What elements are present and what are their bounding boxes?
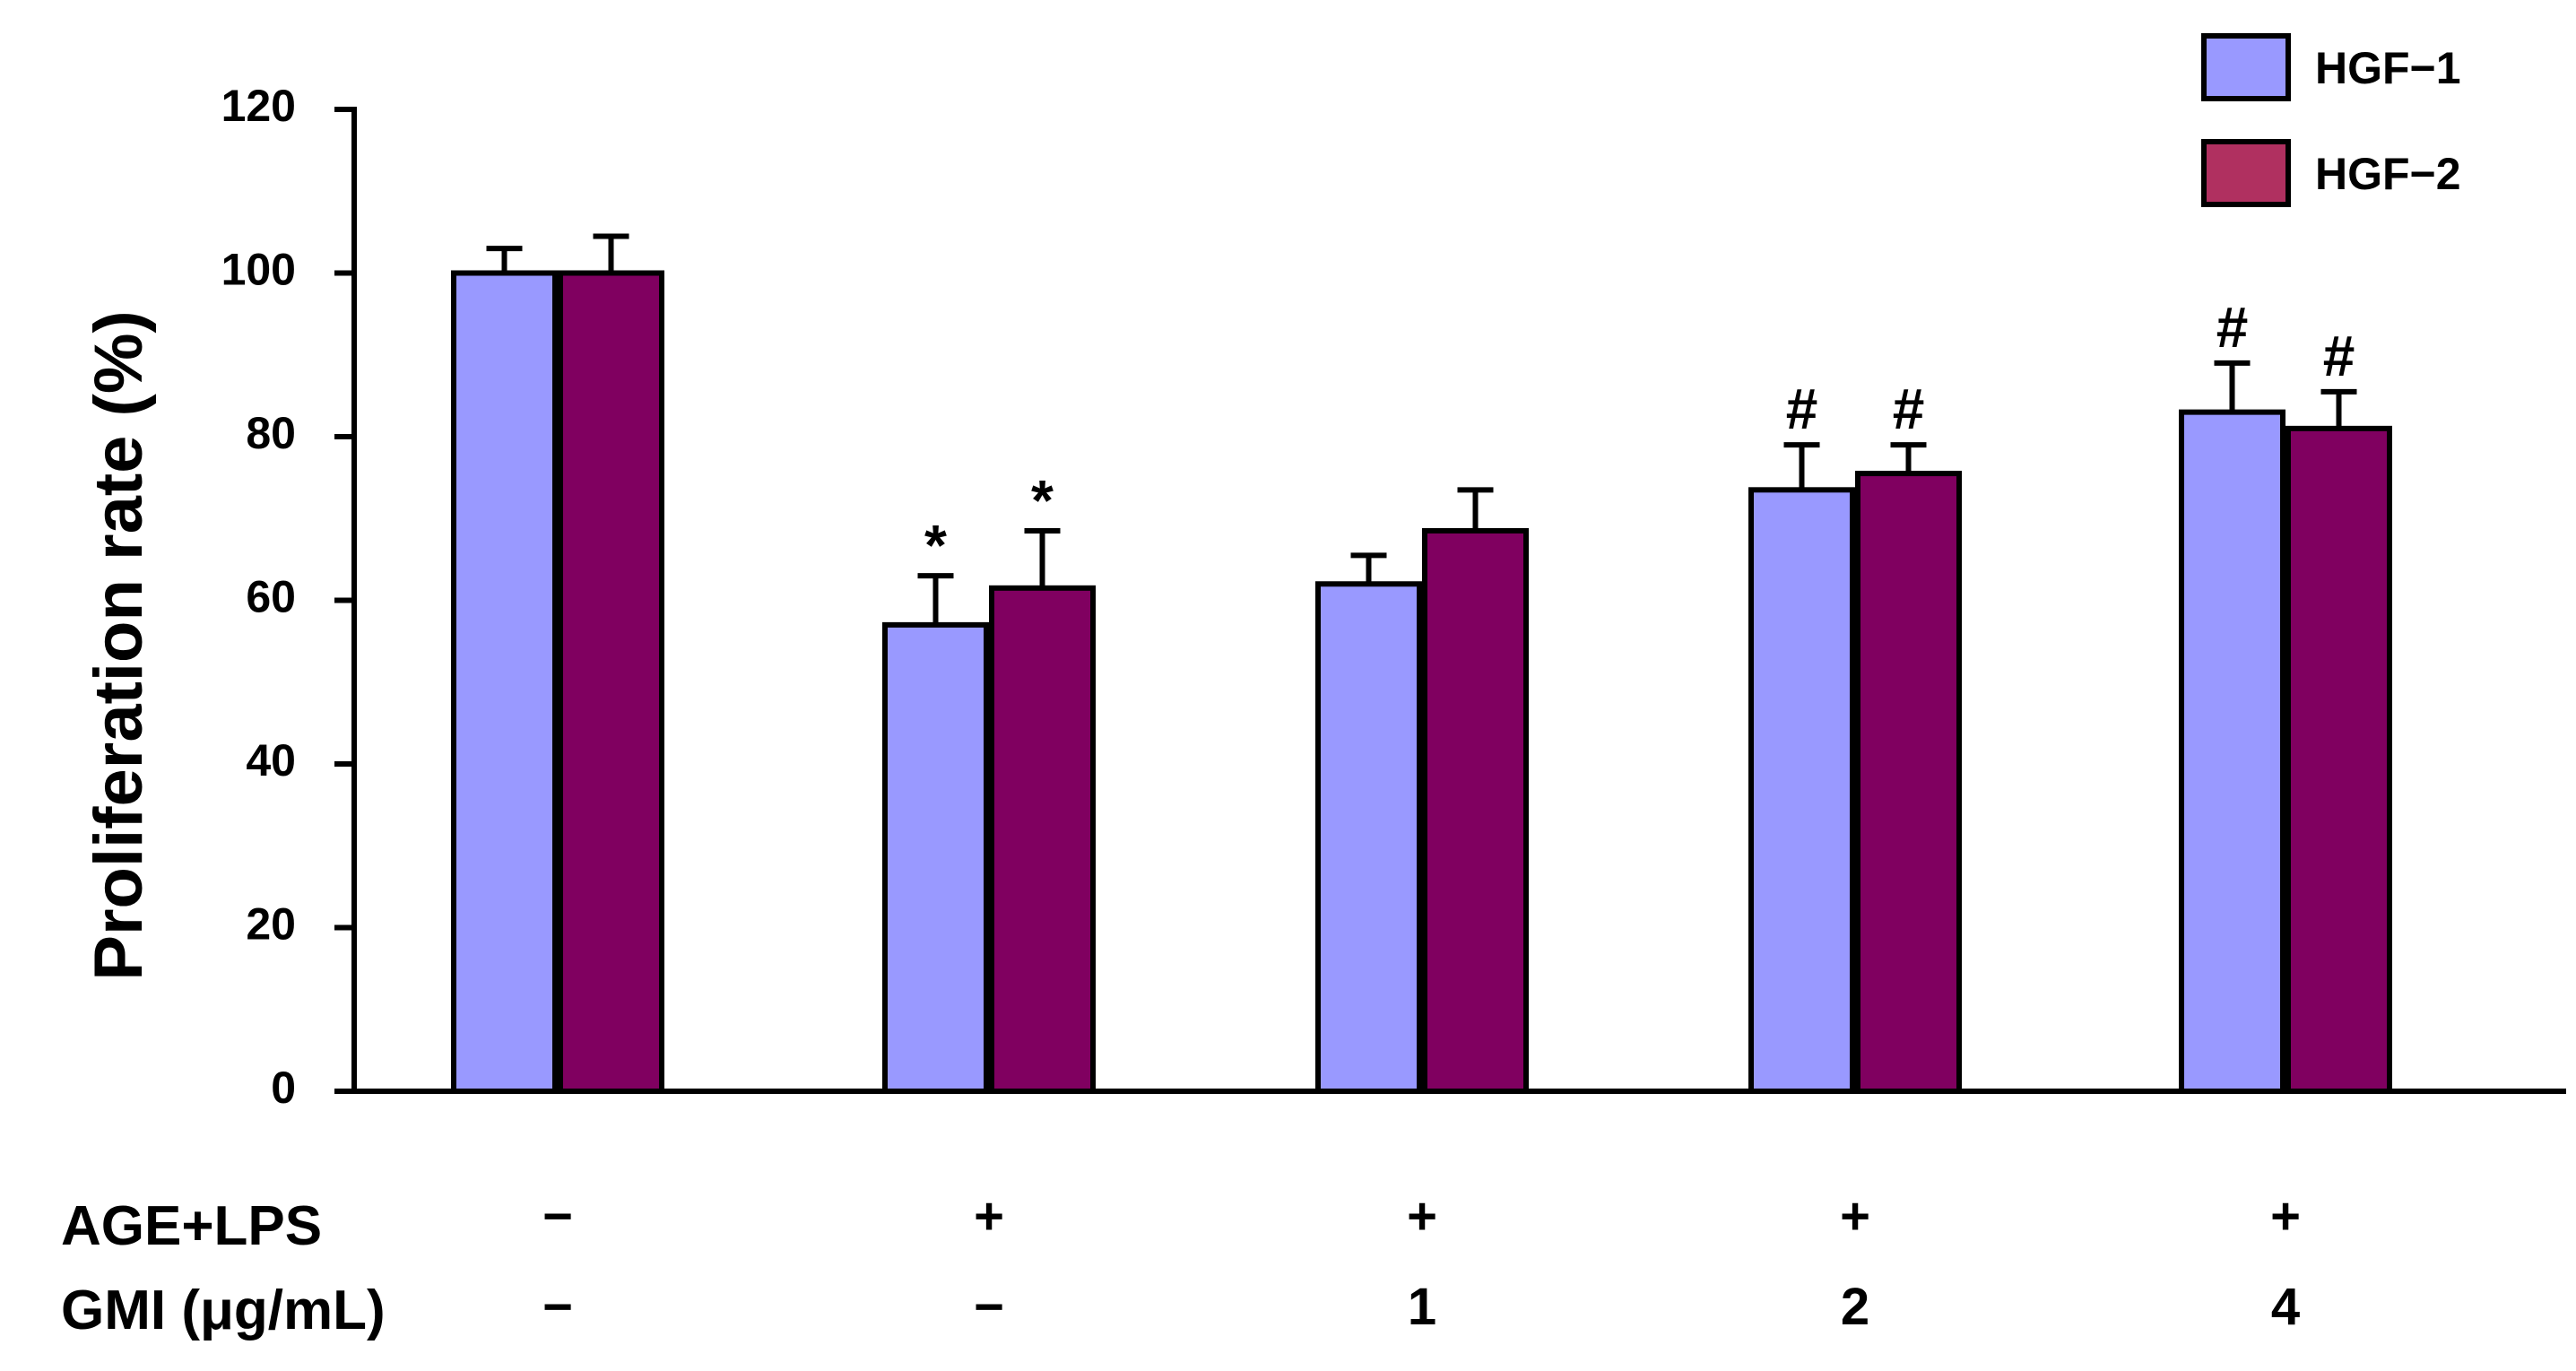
significance-hash: # [2216, 295, 2249, 360]
condition-row-gmi: GMI (μg/mL) − − 1 2 4 [61, 1278, 2300, 1341]
legend-swatch-hgf2 [2201, 139, 2291, 207]
condition-value: + [974, 1187, 1004, 1245]
condition-label-gmi: GMI (μg/mL) [61, 1280, 386, 1341]
bar-hgf1 [2179, 409, 2285, 1094]
significance-asterisk: * [1031, 468, 1054, 533]
bar-hgf1 [882, 621, 989, 1094]
y-tick-label: 0 [271, 1063, 296, 1113]
condition-value: 2 [1841, 1278, 1869, 1336]
y-tick-label: 40 [246, 735, 296, 785]
y-tick-label: 20 [246, 899, 296, 950]
y-tick-label: 120 [221, 81, 296, 131]
condition-value: 4 [2271, 1278, 2300, 1336]
bar-hgf2 [2285, 425, 2392, 1094]
legend: HGF−1 HGF−2 [2201, 33, 2461, 207]
condition-value: − [542, 1187, 573, 1245]
y-axis-label: Proliferation rate (%) [81, 310, 157, 980]
legend-label-hgf2: HGF−2 [2315, 149, 2461, 199]
bar-hgf2 [558, 270, 664, 1094]
bar-hgf1 [1748, 487, 1855, 1094]
condition-value: + [2270, 1187, 2301, 1245]
condition-value: + [1840, 1187, 1870, 1245]
y-tick-label: 80 [246, 408, 296, 458]
condition-value: 1 [1408, 1278, 1436, 1336]
bar-hgf1 [1315, 581, 1422, 1094]
significance-hash: # [1786, 377, 1818, 441]
bar-hgf1 [451, 270, 558, 1094]
condition-row-age-lps: AGE+LPS − + + + + [61, 1187, 2301, 1257]
bar-hgf2 [1422, 527, 1529, 1094]
significance-annotations: * # # * # # [924, 295, 2355, 577]
y-tick-label: 100 [221, 245, 296, 295]
error-bars [486, 233, 2357, 625]
significance-asterisk: * [924, 513, 947, 577]
bar-hgf2 [989, 585, 1096, 1094]
bar-hgf2 [1855, 471, 1962, 1094]
condition-value: + [1407, 1187, 1437, 1245]
legend-label-hgf1: HGF−1 [2315, 43, 2461, 93]
y-tick-label: 60 [246, 572, 296, 622]
legend-swatch-hgf1 [2201, 33, 2291, 101]
significance-hash: # [2323, 324, 2355, 388]
condition-label-age-lps: AGE+LPS [61, 1195, 322, 1257]
condition-value: − [542, 1278, 573, 1336]
condition-value: − [974, 1278, 1004, 1336]
bars [451, 270, 2392, 1094]
significance-hash: # [1893, 377, 1925, 441]
